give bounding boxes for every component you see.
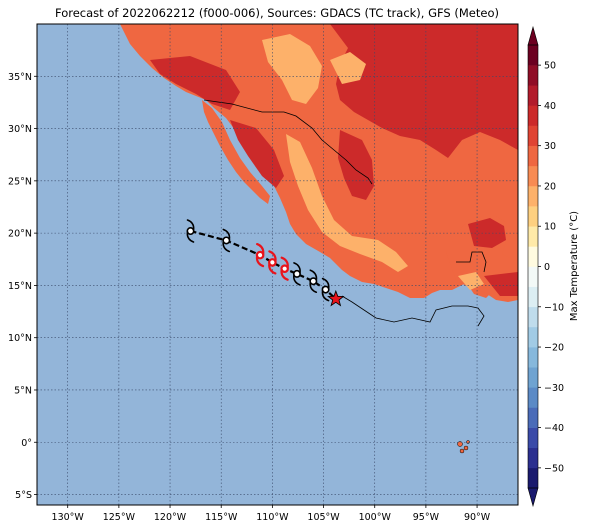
longitude-ticks: 130°W 125°W 120°W 115°W 110°W 105°W 100°W 95°W 9…	[52, 505, 491, 523]
lon-tick-label: 105°W	[307, 512, 340, 523]
colorbar-band	[528, 427, 538, 449]
colorbar-tick-label: 50	[544, 61, 556, 72]
colorbar-band	[528, 206, 538, 227]
colorbar-extend-max	[527, 25, 539, 46]
land-temperature-fill	[120, 24, 518, 302]
lat-tick-label: 20°N	[8, 229, 32, 240]
colorbar-tick-label: −30	[544, 383, 564, 394]
colorbar-band	[528, 347, 538, 368]
colorbar-band	[528, 85, 538, 106]
colorbar-band	[528, 105, 538, 126]
colorbar-tick-label: −10	[544, 302, 564, 313]
hot-zone-arizona	[150, 56, 240, 110]
lon-tick-label: 125°W	[103, 512, 136, 523]
cool-zone-rockies	[262, 34, 322, 104]
lon-tick-label: 130°W	[52, 512, 85, 523]
colorbar-band	[528, 145, 538, 167]
hurricane-symbol-icon	[255, 242, 265, 268]
figure-title: Forecast of 2022062212 (f000-006), Sourc…	[55, 6, 499, 20]
colorbar-tick-label: −20	[544, 343, 564, 354]
lat-tick-label: 35°N	[8, 72, 32, 83]
colorbar-band	[528, 65, 538, 86]
lon-tick-label: 95°W	[413, 512, 440, 523]
hot-zone-central-am	[484, 272, 518, 296]
colorbar-tick-label: 30	[544, 141, 556, 152]
lon-tick-label: 120°W	[154, 512, 187, 523]
tropical-storm-symbol-icon	[321, 277, 330, 302]
lon-tick-label: 110°W	[256, 512, 289, 523]
central-america-coast	[341, 295, 485, 327]
colorbar-tick-label: −40	[544, 423, 564, 434]
hot-zone-texas	[338, 130, 374, 200]
colorbar-tick-label: 20	[544, 181, 556, 192]
storm-track	[186, 219, 345, 307]
hot-zone-north	[330, 24, 518, 158]
colorbar-band	[528, 125, 538, 146]
hurricane-symbol-icon	[280, 256, 289, 281]
colorbar-band	[528, 326, 538, 348]
hurricane-symbol-icon	[268, 250, 277, 275]
colorbar-band	[528, 286, 538, 308]
colorbar-label: Max Temperature (°C)	[569, 211, 580, 321]
lat-tick-label: 25°N	[8, 176, 32, 187]
hot-zone-sonora	[230, 120, 284, 188]
lat-tick-label: 5°S	[15, 490, 32, 501]
latitude-ticks: 35°N 30°N 25°N 20°N 15°N 10°N 5°N 0° 5°S	[8, 72, 37, 501]
tropical-storm-symbol-icon	[292, 262, 301, 286]
tropical-storm-symbol-icon	[309, 269, 318, 294]
baja-california	[202, 100, 270, 204]
lat-tick-label: 10°N	[8, 333, 32, 344]
tropical-storm-symbol-icon	[186, 219, 195, 243]
colorbar-band	[528, 266, 538, 287]
colorbar-band	[528, 165, 538, 187]
colorbar-band	[528, 246, 538, 267]
us-mexico-border	[203, 99, 373, 185]
colorbar-band	[528, 387, 538, 408]
colorbar-tick-label: 0	[544, 262, 550, 273]
lat-tick-label: 30°N	[8, 124, 32, 135]
lon-tick-label: 115°W	[205, 512, 238, 523]
colorbar-band	[528, 407, 538, 428]
lat-tick-label: 5°N	[14, 385, 32, 396]
lat-tick-label: 0°	[21, 438, 32, 449]
colorbar-band	[528, 306, 538, 328]
lat-tick-label: 15°N	[8, 281, 32, 292]
cool-zone-sierra-madre	[286, 134, 408, 272]
lon-tick-label: 90°W	[464, 512, 491, 523]
colorbar-band	[528, 226, 538, 247]
colorbar-tick-label: 40	[544, 101, 556, 112]
lon-tick-label: 100°W	[359, 512, 392, 523]
tropical-storm-symbol-icon	[222, 228, 231, 253]
colorbar-tick-label: −50	[544, 463, 564, 474]
colorbar: 50 40 30 20 10 0 −10 −20 −30 −40 −50	[527, 25, 564, 508]
star-marker-icon	[327, 289, 345, 307]
colorbar-tick-label: 10	[544, 222, 556, 233]
map-border	[36, 23, 519, 506]
colorbar-band	[528, 45, 538, 66]
cool-zone-guatemala	[458, 272, 484, 290]
colorbar-band	[528, 447, 538, 469]
colorbar-extend-min	[527, 487, 539, 508]
colorbar-band	[528, 367, 538, 388]
hot-zone-yucatan	[468, 218, 506, 248]
colorbar-band	[528, 185, 538, 207]
colorbar-band	[528, 467, 538, 489]
map-panel	[37, 24, 518, 505]
